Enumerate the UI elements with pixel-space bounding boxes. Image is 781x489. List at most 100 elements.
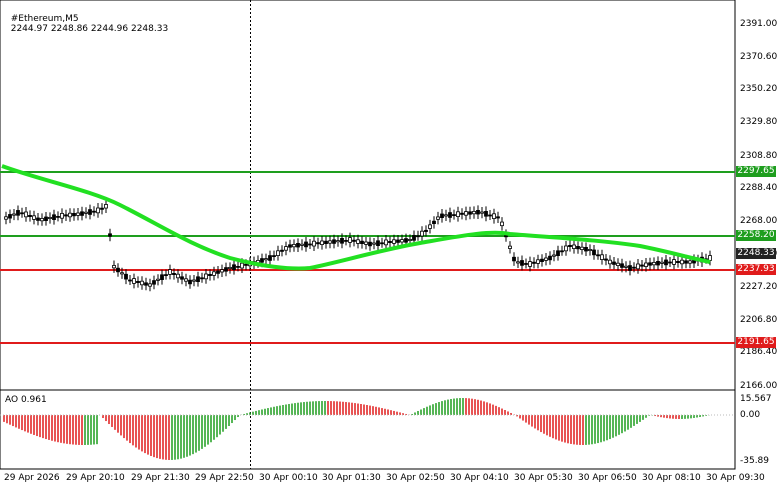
candle-body (208, 273, 212, 276)
candle-body (640, 264, 644, 267)
candle-body (32, 215, 36, 220)
candle-body (244, 263, 248, 266)
candle-body (312, 240, 316, 247)
candle-body (660, 261, 664, 264)
ohlc-values: 2244.97 2248.86 2244.96 2248.33 (10, 24, 169, 34)
candle-body (164, 274, 168, 277)
candle-body (292, 243, 296, 248)
candle-body (332, 239, 336, 244)
candle-body (188, 279, 192, 285)
candle-body (60, 212, 64, 219)
candle-body (392, 239, 396, 244)
candle-body (112, 265, 116, 269)
candle-body (364, 241, 368, 245)
candle-body (432, 220, 436, 224)
candle-body (88, 209, 92, 215)
candle-body (124, 273, 128, 280)
time-label: 30 Apr 01:30 (322, 473, 381, 483)
price-tick: 2166.00 (740, 381, 778, 391)
candle-body (320, 240, 324, 245)
candle-body (512, 256, 516, 262)
candle-body (544, 257, 548, 261)
candle-body (352, 239, 356, 242)
ao-tick: 15.567 (740, 394, 772, 404)
time-label: 30 Apr 06:50 (578, 473, 637, 483)
candle-body (572, 244, 576, 249)
candle-body (448, 212, 452, 218)
candle-body (548, 255, 552, 261)
ao-title: AO 0.961 (5, 395, 47, 405)
candle-body (216, 270, 220, 274)
candle-body (460, 212, 464, 215)
price-tick: 2329.80 (740, 117, 778, 127)
candle-body (452, 214, 456, 217)
candle-body (192, 279, 196, 282)
candle-body (564, 245, 568, 252)
candle-body (612, 261, 616, 265)
candle-body (636, 263, 640, 270)
candle-body (520, 260, 524, 266)
awesome-oscillator (3, 398, 710, 460)
candle-body (24, 211, 28, 218)
level-tag: 2237.93 (736, 264, 776, 275)
candle-body (204, 273, 208, 280)
candle-body (308, 243, 312, 246)
candle-body (540, 258, 544, 263)
candle-body (360, 240, 364, 244)
candle-body (376, 240, 380, 247)
time-label: 29 Apr 21:30 (131, 473, 190, 483)
time-label: 29 Apr 20:10 (66, 473, 125, 483)
candle-body (84, 211, 88, 214)
candle-body (128, 279, 132, 282)
candle-body (440, 213, 444, 218)
candle-body (64, 214, 68, 217)
candle-body (328, 240, 332, 244)
candle-body (40, 217, 44, 222)
candle-body (420, 230, 424, 237)
candle-body (676, 260, 680, 263)
candle-body (156, 278, 160, 281)
candle-body (8, 214, 12, 219)
candle-body (12, 213, 16, 216)
candle-body (480, 211, 484, 214)
candle-body (532, 261, 536, 264)
candle-body (144, 282, 148, 286)
candle-body (396, 239, 400, 243)
moving-average-line (1, 164, 711, 271)
candle-body (296, 242, 300, 248)
candle-body (556, 250, 560, 257)
candle-body (604, 258, 608, 261)
candle-body (348, 237, 352, 243)
candle-body (500, 221, 504, 227)
candle-body (668, 261, 672, 264)
price-tick: 2227.20 (740, 282, 778, 292)
time-label: 30 Apr 09:30 (706, 473, 765, 483)
candle-body (388, 240, 392, 243)
candle-body (72, 212, 76, 217)
candle-body (596, 254, 600, 257)
candle-body (152, 280, 156, 285)
candle-body (80, 211, 84, 216)
candle-body (44, 216, 48, 221)
candle-body (688, 260, 692, 264)
time-label: 30 Apr 04:10 (450, 473, 509, 483)
candle-body (384, 239, 388, 246)
candle-body (236, 265, 240, 268)
candle-body (196, 276, 200, 282)
ao-tick: 0.00 (740, 410, 761, 420)
price-tick: 2288.40 (740, 183, 778, 193)
candle-body (180, 276, 184, 280)
candle-body (136, 280, 140, 283)
level-tag: 2258.20 (736, 230, 776, 241)
candle-body (552, 254, 556, 257)
candle-body (304, 241, 308, 248)
candle-body (240, 262, 244, 269)
price-tick: 2391.00 (740, 19, 778, 29)
level-lines[interactable] (0, 171, 735, 344)
candle-body (132, 278, 136, 284)
candle-body (140, 280, 144, 286)
candle-body (568, 244, 572, 247)
candle-body (684, 260, 688, 264)
candle-body (224, 267, 228, 272)
